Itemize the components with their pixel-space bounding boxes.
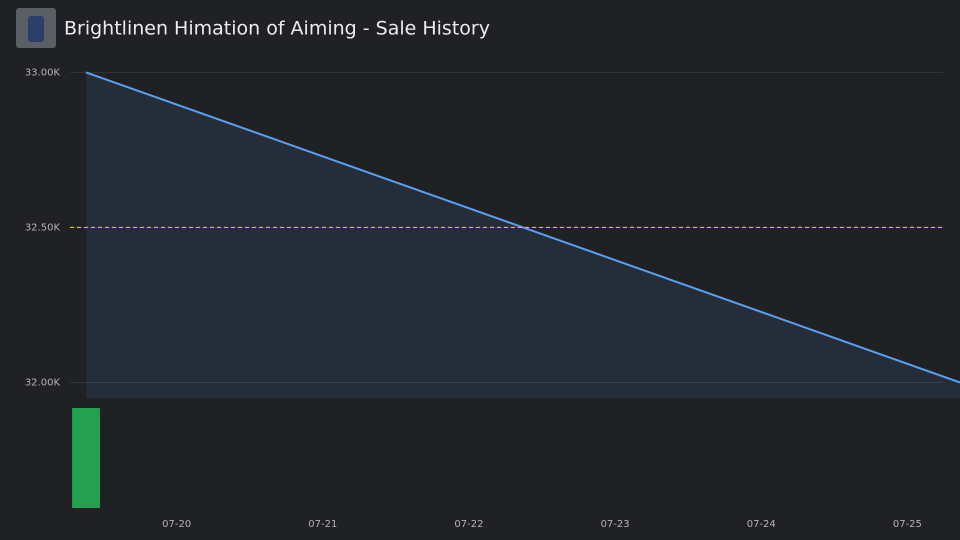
item-icon-detail bbox=[28, 16, 44, 42]
y-tick-label: 32.50K bbox=[25, 222, 61, 233]
line bbox=[85, 71, 960, 384]
chart-title: Brightlinen Himation of Aiming - Sale Hi… bbox=[64, 18, 490, 40]
y-tick-label: 33.00K bbox=[25, 67, 61, 78]
x-tick-label: 07-25 bbox=[893, 519, 922, 530]
x-tick-label: 07-24 bbox=[747, 519, 776, 530]
area bbox=[86, 72, 960, 398]
x-tick-label: 07-20 bbox=[162, 519, 191, 530]
y-tick-label: 32.00K bbox=[25, 377, 61, 388]
x-tick-label: 07-23 bbox=[601, 519, 630, 530]
x-tick-label: 07-21 bbox=[308, 519, 337, 530]
x-tick-label: 07-22 bbox=[454, 519, 483, 530]
volume-bar bbox=[72, 408, 101, 508]
